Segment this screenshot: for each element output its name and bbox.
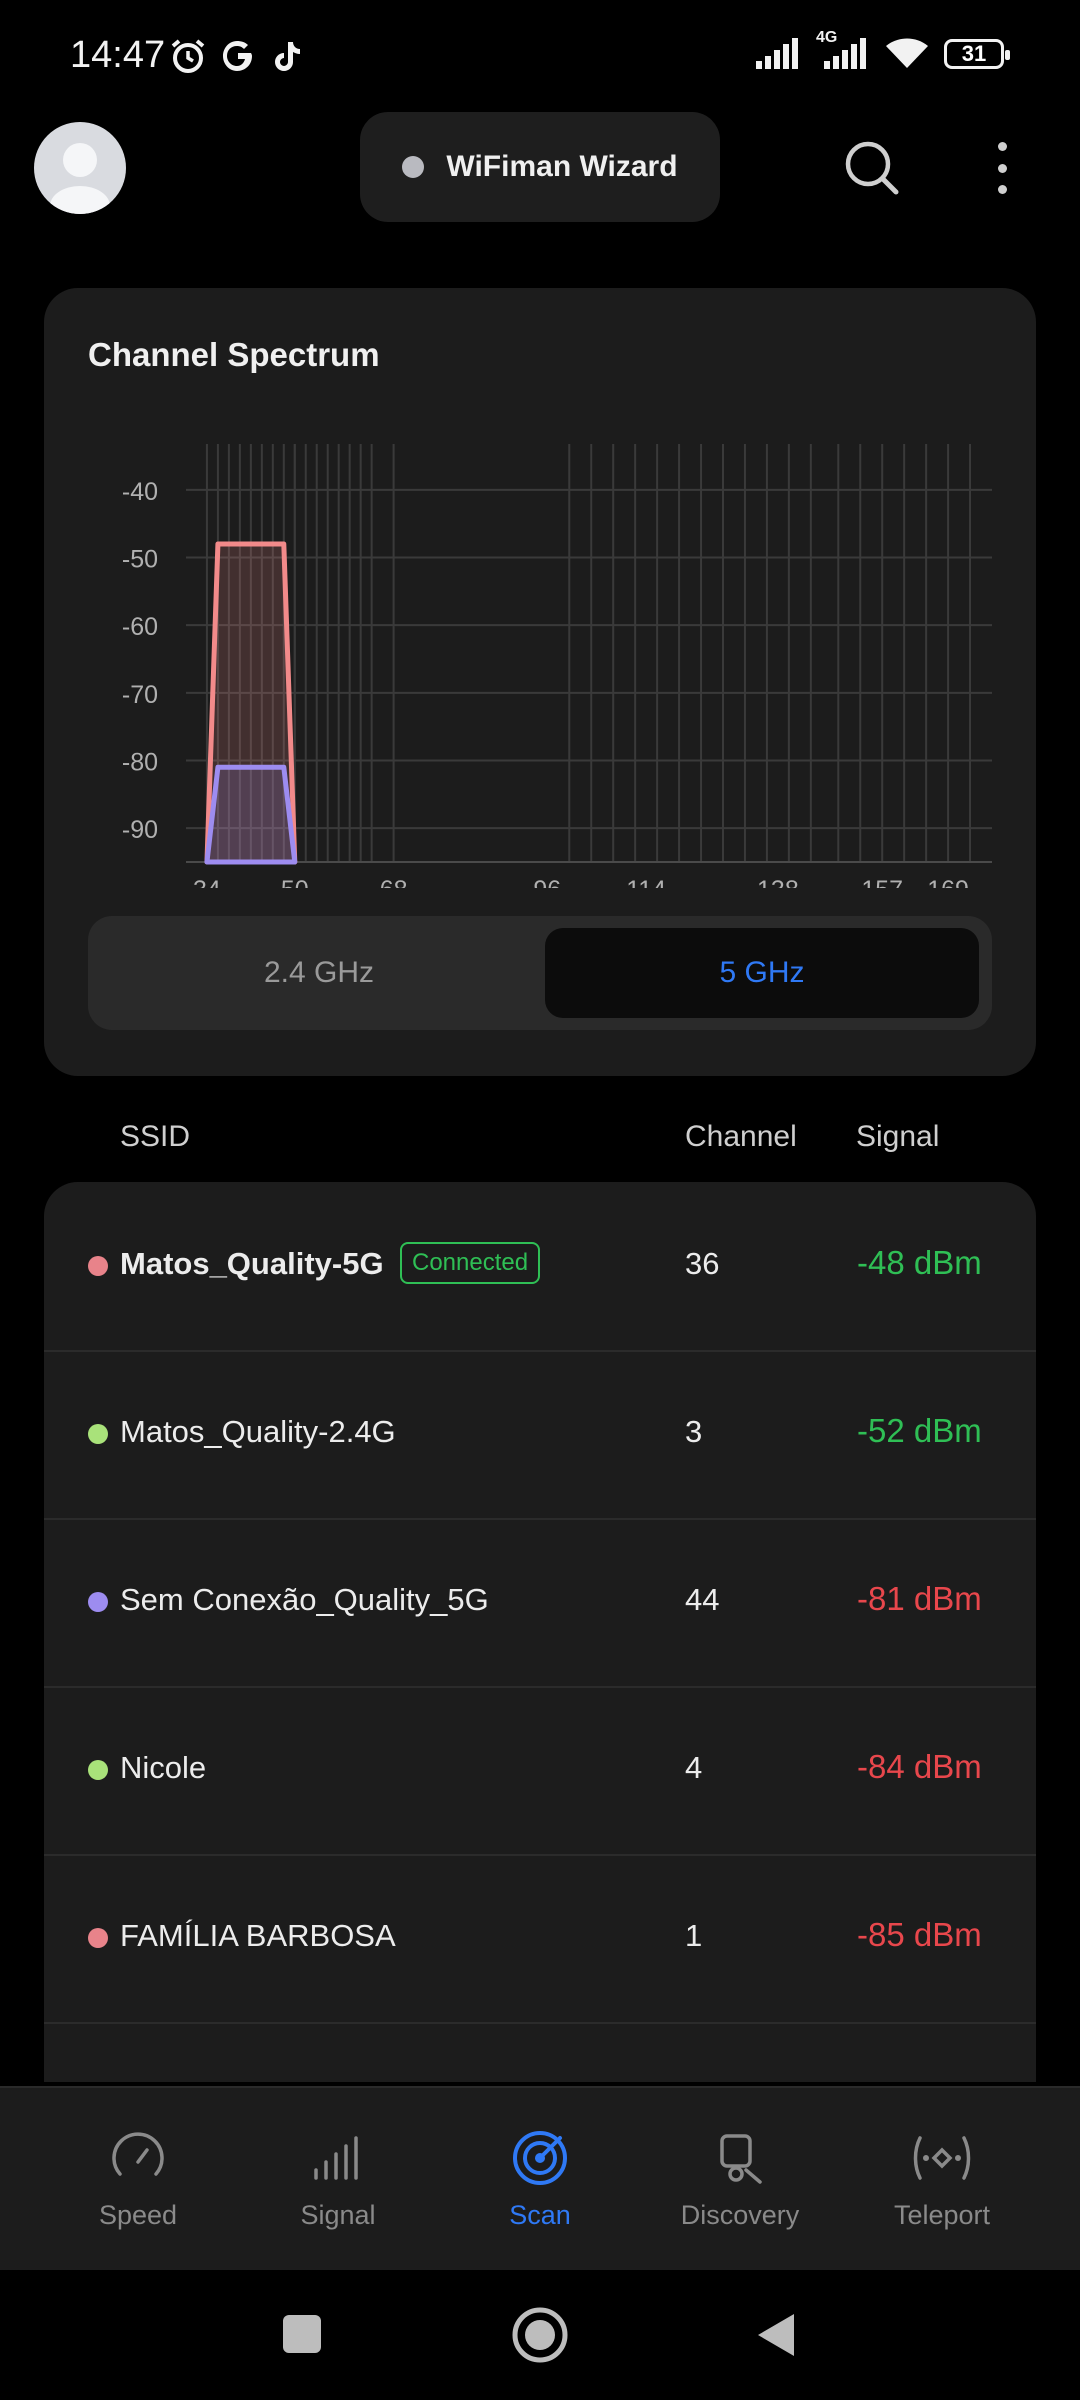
more-vertical-icon (997, 185, 1007, 194)
network-ssid: Matos_Quality-2.4G (120, 1414, 396, 1449)
network-color-dot (88, 1256, 108, 1276)
y-tick-label: -90 (122, 816, 158, 844)
network-color-dot (88, 1592, 108, 1612)
network-channel: 36 (685, 1246, 720, 1281)
x-tick-label: 169 (927, 876, 969, 888)
recents-button[interactable] (282, 2314, 322, 2354)
user-icon (50, 143, 110, 214)
network-type-label: 4G (816, 29, 838, 46)
nav-teleport[interactable]: Teleport (842, 2128, 1042, 2231)
nav-speed[interactable]: Speed (38, 2128, 238, 2231)
nav-scan[interactable]: Scan (440, 2128, 640, 2231)
home-button[interactable] (511, 2306, 569, 2364)
nav-signal[interactable]: Signal (238, 2128, 438, 2231)
nav-label: Scan (509, 2200, 571, 2230)
status-time: 14:47 (70, 34, 166, 76)
ssid-header[interactable]: SSID (120, 1120, 191, 1153)
signal-4g-icon: 4G (816, 29, 870, 71)
network-ssid: Matos_Quality-5G (120, 1246, 384, 1281)
battery-level: 31 (961, 41, 987, 66)
more-vertical-icon (997, 163, 1007, 173)
network-color-dot (88, 1424, 108, 1444)
speedometer-icon (112, 2132, 164, 2176)
network-row[interactable]: Sem Conexão_Quality_5G 44 -81 dBm (44, 1518, 1036, 1688)
band-5ghz-button[interactable]: 5 GHz (545, 928, 979, 1018)
channel-spectrum-card: Channel Spectrum -40 -50 -60 -70 -80 -90 34 50 6… (44, 288, 1036, 1076)
avatar[interactable] (34, 122, 126, 214)
wifi-icon (886, 38, 928, 68)
network-channel: 1 (685, 1918, 703, 1953)
y-tick-label: -80 (122, 749, 158, 777)
google-icon (223, 41, 252, 71)
signal-header[interactable]: Signal (856, 1120, 940, 1153)
spectrum-title: Channel Spectrum (88, 336, 380, 373)
network-channel: 3 (685, 1414, 703, 1449)
more-options-button[interactable] (980, 136, 1024, 200)
x-tick-label: 157 (861, 876, 903, 888)
nav-label: Teleport (893, 2200, 991, 2230)
network-color-dot (88, 1928, 108, 1948)
battery-icon: 31 (944, 39, 1010, 69)
band-toggle: 2.4 GHz 5 GHz (88, 916, 992, 1030)
network-channel: 44 (685, 1582, 720, 1617)
network-row[interactable]: FAMÍLIA BARBOSA 1 -85 dBm (44, 1854, 1036, 2024)
network-ssid: Nicole (120, 1750, 207, 1785)
nav-label: Speed (98, 2200, 178, 2230)
teleport-icon (913, 2136, 971, 2180)
x-tick-label: 34 (193, 876, 221, 888)
nav-label: Signal (300, 2200, 376, 2230)
x-tick-label: 96 (533, 876, 561, 888)
device-search-icon (720, 2134, 762, 2184)
network-ssid: FAMÍLIA BARBOSA (120, 1918, 396, 1953)
y-tick-label: -50 (122, 546, 158, 574)
wizard-button[interactable]: WiFiman Wizard (360, 112, 720, 222)
network-row[interactable]: Matos_Quality-2.4G 3 -52 dBm (44, 1350, 1036, 1520)
x-tick-label: 68 (380, 876, 408, 888)
search-icon (845, 141, 899, 195)
network-signal: -84 dBm (857, 1748, 982, 1785)
more-vertical-icon (997, 142, 1007, 151)
x-tick-label: 50 (281, 876, 309, 888)
status-right: 4G 31 (754, 29, 1010, 72)
channel-spectrum-chart: -40 -50 -60 -70 -80 -90 34 50 68 96 114 138 157 169 (122, 444, 992, 888)
signal-icon (756, 38, 798, 69)
network-color-dot (88, 1760, 108, 1780)
series-area (204, 764, 298, 865)
x-tick-label: 138 (757, 876, 799, 888)
tiktok-icon (275, 42, 300, 71)
network-signal: -52 dBm (857, 1412, 982, 1449)
connected-badge: Connected (400, 1242, 541, 1284)
radar-icon (513, 2131, 567, 2185)
network-signal: -85 dBm (857, 1916, 982, 1953)
channel-header[interactable]: Channel (685, 1120, 797, 1153)
network-signal: -48 dBm (857, 1244, 982, 1281)
band-2-4ghz-button[interactable]: 2.4 GHz (263, 956, 375, 989)
nav-discovery[interactable]: Discovery (640, 2128, 840, 2231)
signal-bars-icon (314, 2136, 358, 2180)
back-button[interactable] (756, 2312, 796, 2358)
wizard-label: WiFiman Wizard (446, 150, 678, 183)
bottom-navigation: Speed Signal Scan Discovery Teleport (0, 2086, 1080, 2272)
search-button[interactable] (840, 136, 904, 200)
network-list: Matos_Quality-5G Connected 36 -48 dBm Ma… (44, 1182, 1036, 2082)
system-navigation-bar (0, 2270, 1080, 2400)
status-dot (402, 156, 425, 178)
network-signal: -81 dBm (857, 1580, 982, 1617)
y-tick-label: -60 (122, 613, 158, 641)
x-tick-label: 114 (626, 876, 666, 888)
network-ssid: Sem Conexão_Quality_5G (120, 1582, 489, 1617)
network-channel: 4 (685, 1750, 703, 1785)
alarm-icon (171, 39, 205, 73)
status-left-icons (168, 36, 304, 76)
y-tick-label: -70 (122, 681, 158, 709)
network-row[interactable]: Matos_Quality-5G Connected 36 -48 dBm (44, 1182, 1036, 1352)
nav-label: Discovery (680, 2200, 800, 2230)
y-tick-label: -40 (122, 478, 158, 506)
network-row[interactable]: Nicole 4 -84 dBm (44, 1686, 1036, 1856)
